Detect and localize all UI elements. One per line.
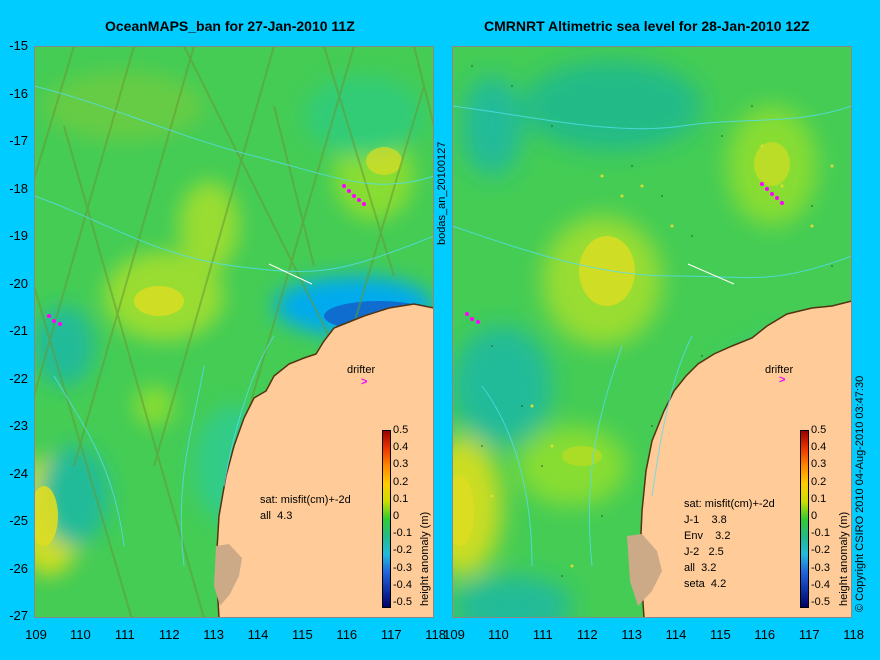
map-left-svg xyxy=(34,46,434,618)
section-line xyxy=(687,263,735,285)
x-tick-label: 110 xyxy=(70,627,91,642)
drifter-label: drifter xyxy=(765,364,794,376)
y-tick-label: -22 xyxy=(9,370,28,386)
x-tick-label: 117 xyxy=(798,627,820,642)
y-tick-label: -25 xyxy=(9,513,28,528)
x-tick-label: 111 xyxy=(114,627,135,642)
altimeter-points xyxy=(490,144,834,568)
colorbar-tick-label: 0.5 xyxy=(393,424,409,436)
colorbar-label: height anomaly (m) xyxy=(419,511,431,606)
x-tick-label: 110 xyxy=(488,627,509,642)
colorbar-tick-label: 0 xyxy=(811,510,818,522)
colorbar-label-right: height anomaly (m) xyxy=(838,511,850,606)
colorbar-tick-label: -0.1 xyxy=(393,527,412,540)
satellite-tracks xyxy=(34,46,434,618)
y-tick-label: -27 xyxy=(9,608,28,623)
x-tick-label: 117 xyxy=(380,627,402,642)
x-tick-label: 116 xyxy=(336,627,358,642)
x-tick-label: 109 xyxy=(443,627,465,642)
x-tick-label: 115 xyxy=(292,627,313,642)
colorbar-tick-label: -0.1 xyxy=(811,527,830,540)
colorbar-tick-label: 0.4 xyxy=(811,441,827,454)
colorbar-tick-label: -0.3 xyxy=(393,561,412,574)
colorbar-tick-label: 0.4 xyxy=(393,441,409,454)
y-tick-label: -17 xyxy=(9,133,28,148)
colorbar-tick-label: -0.5 xyxy=(393,596,412,608)
colorbar-tick-label: -0.2 xyxy=(393,544,412,557)
colorbar-tick-label: 0.3 xyxy=(393,458,409,471)
drifter-marker: > xyxy=(361,376,368,388)
x-tick-label: 118 xyxy=(425,627,446,642)
colorbar-tick-label: -0.2 xyxy=(811,544,830,557)
colorbar-tick-label: 0.2 xyxy=(811,475,827,488)
x-tick-label: 112 xyxy=(158,627,180,642)
colorbar-tick-label: -0.4 xyxy=(811,578,830,591)
y-tick-label: -15 xyxy=(9,38,28,53)
y-tick-label: -26 xyxy=(9,560,28,576)
colorbar-tick-label: -0.3 xyxy=(811,561,830,574)
misfit-legend: sat: misfit(cm)+-2d all 4.3 xyxy=(260,494,351,522)
satellite-points xyxy=(471,65,833,577)
x-tick-label: 114 xyxy=(665,627,687,642)
x-tick-label: 113 xyxy=(203,627,224,642)
colorbar xyxy=(382,430,391,608)
x-tick-label: 115 xyxy=(710,627,731,642)
colorbar-tick-label: 0.1 xyxy=(811,492,827,505)
drifter-label: drifter xyxy=(347,364,376,376)
map-panel-left[interactable]: drifter > sat: misfit(cm)+-2d all 4.3 0.5… xyxy=(34,46,434,618)
colorbar-tick-label: 0 xyxy=(393,510,400,522)
section-line xyxy=(268,263,313,285)
bathymetry-contours xyxy=(34,85,434,567)
y-tick-label: -18 xyxy=(9,180,28,196)
x-tick-label: 109 xyxy=(25,627,47,642)
colorbar-tick-label: 0.1 xyxy=(393,492,409,505)
colorbar-tick-label: 0.3 xyxy=(811,458,827,471)
coastal-islands xyxy=(214,544,242,606)
colorbar xyxy=(800,430,809,608)
coastal-islands xyxy=(627,534,662,606)
drifter-tracks xyxy=(465,182,784,324)
copyright-label: © Copyright CSIRO 2010 04-Aug-2010 03:47… xyxy=(854,375,866,612)
drifter-tracks xyxy=(47,184,366,326)
colorbar-tick-label: 0.2 xyxy=(393,475,409,488)
x-tick-label: 116 xyxy=(754,627,776,642)
map-right-svg xyxy=(452,46,852,618)
bathymetry-contours xyxy=(452,105,852,567)
y-tick-label: -20 xyxy=(9,275,28,291)
y-tick-label: -19 xyxy=(9,228,28,243)
x-tick-label: 114 xyxy=(247,627,269,642)
map-panel-right[interactable]: drifter > sat: misfit(cm)+-2d J-1 3.8 Env … xyxy=(452,46,852,618)
x-tick-label: 111 xyxy=(532,627,553,642)
panel-1-title: OceanMAPS_ban for 27-Jan-2010 11Z xyxy=(105,18,355,34)
colorbar-tick-label: -0.5 xyxy=(811,596,830,608)
drifter-marker: > xyxy=(779,374,786,386)
colorbar-tick-label: 0.5 xyxy=(811,424,827,436)
y-tick-label: -23 xyxy=(9,418,28,433)
colorbar-tick-label: -0.4 xyxy=(393,578,412,591)
y-tick-label: -16 xyxy=(9,85,28,101)
x-tick-label: 118 xyxy=(843,627,864,642)
misfit-legend: sat: misfit(cm)+-2d J-1 3.8 Env 3.2 J-2 2.5… xyxy=(684,498,775,590)
x-tick-label: 112 xyxy=(576,627,598,642)
panel-2-title: CMRNRT Altimetric sea level for 28-Jan-2… xyxy=(484,18,810,34)
x-tick-label: 113 xyxy=(621,627,642,642)
y-tick-label: -24 xyxy=(9,465,28,481)
y-tick-label: -21 xyxy=(9,323,28,338)
run-id-label: bodas_an_20100127 xyxy=(436,141,448,245)
